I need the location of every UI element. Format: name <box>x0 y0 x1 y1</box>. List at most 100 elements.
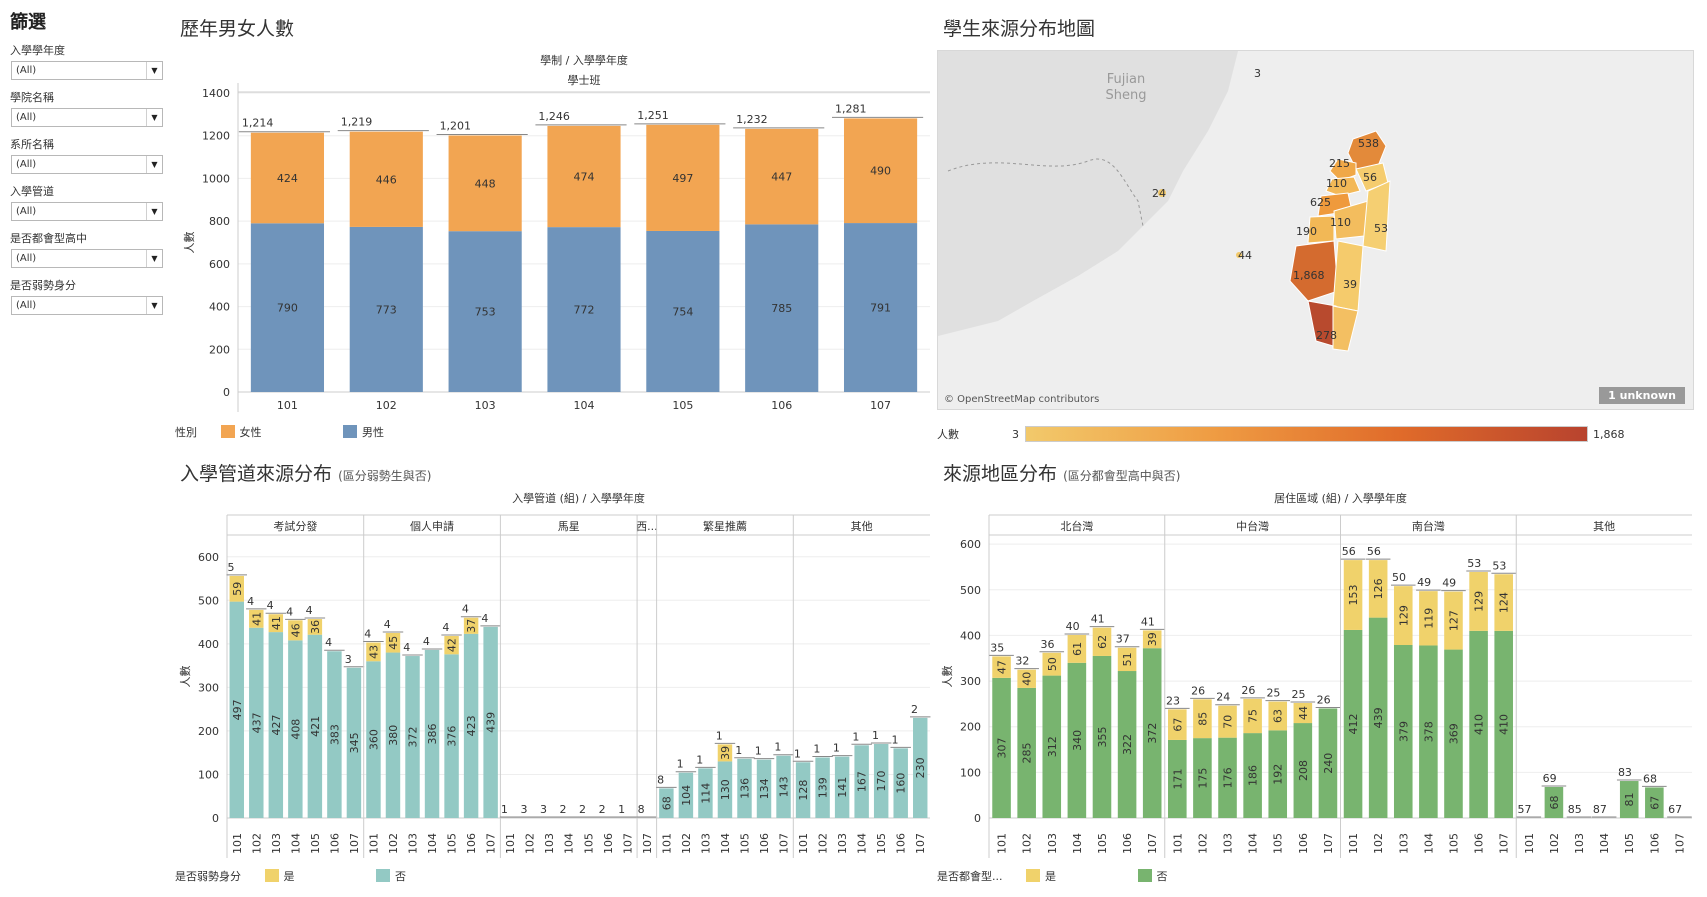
legend-male[interactable]: 男性 <box>343 425 384 439</box>
map-region-label: 3 <box>1254 67 1261 80</box>
chevron-down-icon[interactable]: ▼ <box>146 62 162 79</box>
bar-label-yes: 126 <box>1372 578 1385 599</box>
bar-top-label: 1 <box>852 730 859 743</box>
bar-male <box>646 230 720 392</box>
bar-no <box>1218 737 1237 818</box>
chevron-down-icon[interactable]: ▼ <box>146 297 162 314</box>
urban-yes-swatch <box>1026 869 1040 882</box>
bar-yes <box>307 619 323 635</box>
bar-top-label: 1 <box>872 729 879 742</box>
bar-no <box>913 717 928 818</box>
bar-label-no: 439 <box>1372 707 1385 728</box>
source-map[interactable]: Fujian Sheng 538 215 110 56 625 110 53 190 1,868 39… <box>937 50 1694 410</box>
x-tick-label: 101 <box>231 833 244 854</box>
map-region <box>1289 240 1339 302</box>
bar-label-yes: 85 <box>1196 712 1209 726</box>
bar-male <box>843 223 918 392</box>
bar-label-no: 372 <box>1146 723 1159 744</box>
bar-label-no: 408 <box>289 719 302 740</box>
map-place-label: Sheng <box>1106 88 1147 103</box>
x-tick-label: 101 <box>1523 833 1536 854</box>
unknown-badge[interactable]: 1 unknown <box>1599 387 1685 404</box>
bar-yes <box>249 609 264 628</box>
x-tick-label: 102 <box>680 833 693 854</box>
map-region-label: 278 <box>1316 329 1337 342</box>
legend-yes[interactable]: 是 <box>264 869 295 883</box>
y-tick-label: 100 <box>960 766 981 779</box>
x-tick-label: 101 <box>1347 833 1360 854</box>
admission-panel-title: 入學管道來源分布 (區分弱勢生與否) <box>180 463 432 485</box>
bar-label-no: 369 <box>1447 723 1460 744</box>
bar-yes <box>1042 652 1062 676</box>
x-tick-label: 102 <box>1196 833 1209 854</box>
bar-yes <box>1293 702 1313 724</box>
bar-top-label: 4 <box>364 628 371 641</box>
bar-top-label: 5 <box>228 561 235 574</box>
bar-top-label: 3 <box>520 803 527 816</box>
legend-no[interactable]: 否 <box>376 869 406 883</box>
bar-label-male: 772 <box>574 304 595 317</box>
y-tick-label: 300 <box>198 681 219 694</box>
bar-total-label: 1,219 <box>341 116 373 129</box>
chevron-down-icon[interactable]: ▼ <box>146 250 162 267</box>
bar-no <box>346 667 362 818</box>
bar-label-no: 186 <box>1247 765 1260 786</box>
x-tick-label: 106 <box>758 833 771 854</box>
map-region <box>1332 305 1359 352</box>
bar-yes <box>366 642 381 662</box>
bar-top-label: 4 <box>442 621 449 634</box>
filter-dropdown[interactable]: (All) ▼ <box>11 155 163 174</box>
bar-label-female: 446 <box>376 173 397 186</box>
filter-dropdown[interactable]: (All) ▼ <box>11 296 163 315</box>
bar-top-label: 4 <box>325 636 332 649</box>
legend-urban-yes[interactable]: 是 <box>1026 869 1056 883</box>
bar-label-no: 240 <box>1322 753 1335 774</box>
bar-top-label: 4 <box>462 603 469 616</box>
bar-label-yes: 61 <box>1071 642 1084 656</box>
yearly-panel-title: 歷年男女人數 <box>180 18 295 40</box>
bar-label-yes: 41 <box>270 616 283 630</box>
chevron-down-icon[interactable]: ▼ <box>146 203 162 220</box>
chevron-down-icon[interactable]: ▼ <box>146 156 162 173</box>
x-tick-label: 103 <box>1046 833 1059 854</box>
chevron-down-icon[interactable]: ▼ <box>146 109 162 126</box>
bar-female <box>547 125 621 228</box>
bar-label-yes: 59 <box>231 582 244 596</box>
bar-no <box>756 759 772 818</box>
x-tick-label: 101 <box>367 833 380 854</box>
bar-label-yes: 43 <box>367 645 380 659</box>
filter-dropdown[interactable]: (All) ▼ <box>11 108 163 127</box>
filter-dropdown[interactable]: (All) ▼ <box>11 249 163 268</box>
bar-yes <box>268 614 284 633</box>
legend-urban-no[interactable]: 否 <box>1137 869 1168 883</box>
bar-no <box>1017 687 1036 818</box>
bar-top-label: 49 <box>1417 576 1431 589</box>
bar-female <box>646 124 720 231</box>
y-tick-label: 0 <box>212 812 219 825</box>
legend-female[interactable]: 女性 <box>220 425 262 439</box>
x-tick-label: 107 <box>870 399 891 412</box>
male-swatch <box>343 425 357 438</box>
bar-label-no: 170 <box>875 770 888 791</box>
bar-yes <box>1193 699 1212 739</box>
bar-yes <box>1117 647 1137 672</box>
x-tick-label: 103 <box>1222 833 1235 854</box>
bar-label-no: 307 <box>996 737 1009 758</box>
bar-label-no: 134 <box>758 778 771 799</box>
filter-dropdown[interactable]: (All) ▼ <box>11 61 163 80</box>
x-tick-label: 103 <box>1397 833 1410 854</box>
bar-top-label: 1 <box>813 742 820 755</box>
x-tick-label: 102 <box>1372 833 1385 854</box>
bar-yes <box>229 575 244 602</box>
bar-label-yes: 67 <box>1171 718 1184 732</box>
penghu-island <box>1236 252 1242 258</box>
x-tick-label: 103 <box>475 399 496 412</box>
x-tick-label: 102 <box>1021 833 1034 854</box>
bar-label-no: 380 <box>387 725 400 746</box>
bar-top-label: 25 <box>1292 688 1306 701</box>
bar-yes <box>1218 705 1237 738</box>
filter-dropdown[interactable]: (All) ▼ <box>11 202 163 221</box>
x-tick-label: 104 <box>1422 833 1435 854</box>
bar-top-label: 2 <box>579 803 586 816</box>
